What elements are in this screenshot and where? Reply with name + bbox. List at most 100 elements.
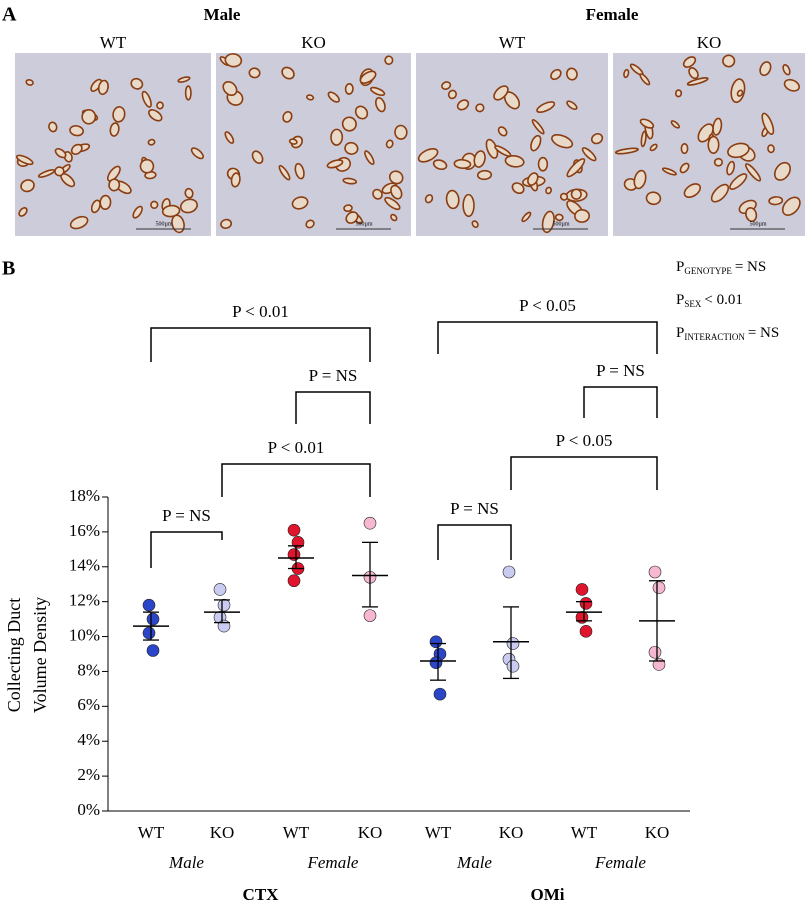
panel-label: B bbox=[2, 258, 15, 280]
duct bbox=[18, 207, 28, 217]
data-point bbox=[287, 523, 301, 537]
duct bbox=[527, 172, 539, 186]
duct bbox=[184, 85, 192, 101]
duct bbox=[141, 90, 152, 108]
duct bbox=[306, 94, 315, 101]
data-point bbox=[648, 565, 662, 579]
x-tick-label: WT bbox=[571, 823, 598, 842]
duct bbox=[537, 156, 549, 172]
bracket bbox=[583, 386, 658, 418]
region-label: OMi bbox=[531, 885, 565, 904]
bracket bbox=[150, 327, 371, 362]
sex-label: Female bbox=[594, 853, 646, 872]
duct bbox=[475, 103, 485, 113]
duct bbox=[90, 199, 101, 214]
data-point bbox=[363, 516, 377, 530]
duct bbox=[511, 182, 525, 195]
comparison-label: P < 0.01 bbox=[268, 438, 325, 457]
y-axis-label: Volume Density bbox=[30, 597, 50, 713]
y-tick-label: 12% bbox=[69, 591, 100, 610]
duct bbox=[364, 150, 375, 166]
bracket bbox=[221, 463, 371, 497]
data-point bbox=[433, 687, 447, 701]
duct bbox=[476, 169, 493, 181]
duct bbox=[782, 64, 791, 76]
duct bbox=[81, 108, 97, 125]
scale-label: 500µm bbox=[155, 221, 172, 227]
duct bbox=[590, 133, 604, 145]
data-point bbox=[579, 597, 593, 610]
stat-sub: GENOTYPE bbox=[684, 266, 732, 276]
scale-label: 500µm bbox=[355, 221, 372, 227]
duct bbox=[305, 219, 315, 229]
duct bbox=[345, 211, 359, 224]
duct bbox=[359, 70, 377, 84]
duct bbox=[281, 66, 295, 80]
y-tick-label: 2% bbox=[77, 765, 100, 784]
bracket bbox=[437, 321, 658, 354]
micrograph bbox=[216, 53, 411, 236]
x-tick-label: KO bbox=[645, 823, 670, 842]
duct bbox=[369, 86, 386, 96]
duct bbox=[15, 154, 34, 166]
duct bbox=[248, 67, 261, 79]
stat-p: P bbox=[676, 292, 684, 308]
tissue bbox=[219, 53, 408, 229]
duct bbox=[722, 54, 736, 68]
duct bbox=[97, 79, 109, 96]
duct bbox=[710, 183, 730, 203]
y-tick-label: 16% bbox=[69, 521, 100, 540]
duct bbox=[497, 126, 508, 137]
image-label: WT bbox=[499, 33, 526, 52]
duct bbox=[54, 166, 65, 177]
duct bbox=[108, 178, 121, 192]
duct bbox=[344, 141, 359, 155]
duct bbox=[550, 68, 562, 81]
duct bbox=[453, 158, 472, 169]
duct bbox=[781, 196, 801, 216]
stat-sub: INTERACTION bbox=[684, 332, 745, 342]
duct bbox=[530, 134, 542, 152]
duct bbox=[69, 125, 85, 137]
duct bbox=[390, 184, 403, 200]
duct bbox=[570, 188, 582, 200]
bracket bbox=[437, 524, 512, 560]
stat-text: = NS bbox=[748, 325, 779, 341]
duct bbox=[649, 143, 658, 152]
duct bbox=[554, 213, 564, 222]
data-point bbox=[652, 658, 666, 671]
comparison-label: P < 0.05 bbox=[519, 296, 576, 315]
duct bbox=[156, 101, 164, 110]
duct bbox=[48, 121, 58, 133]
duct bbox=[224, 53, 243, 68]
y-tick-label: 4% bbox=[77, 730, 100, 749]
y-tick-label: 6% bbox=[77, 695, 100, 714]
duct bbox=[682, 56, 697, 68]
group-label: Female bbox=[586, 5, 639, 24]
y-tick-label: 14% bbox=[69, 556, 100, 575]
data-point bbox=[506, 637, 520, 650]
sex-label: Male bbox=[168, 853, 204, 872]
duct bbox=[566, 100, 578, 111]
duct bbox=[390, 213, 398, 222]
stat-p: P bbox=[676, 325, 684, 341]
duct bbox=[161, 204, 181, 218]
data-point bbox=[217, 619, 231, 633]
image-label: KO bbox=[697, 33, 722, 52]
duct bbox=[432, 159, 448, 171]
image-label: WT bbox=[100, 33, 127, 52]
duct bbox=[354, 105, 369, 120]
stat-line: PGENOTYPE = NS bbox=[676, 259, 766, 276]
data-point bbox=[146, 644, 160, 657]
duct bbox=[574, 208, 590, 223]
duct bbox=[220, 218, 233, 229]
scale-label: 500µm bbox=[749, 221, 766, 227]
duct bbox=[70, 143, 83, 155]
duct bbox=[462, 193, 475, 218]
duct bbox=[645, 191, 662, 206]
duct bbox=[106, 165, 121, 182]
duct bbox=[278, 164, 291, 181]
duct bbox=[494, 145, 512, 157]
stat-p: P bbox=[676, 259, 684, 275]
